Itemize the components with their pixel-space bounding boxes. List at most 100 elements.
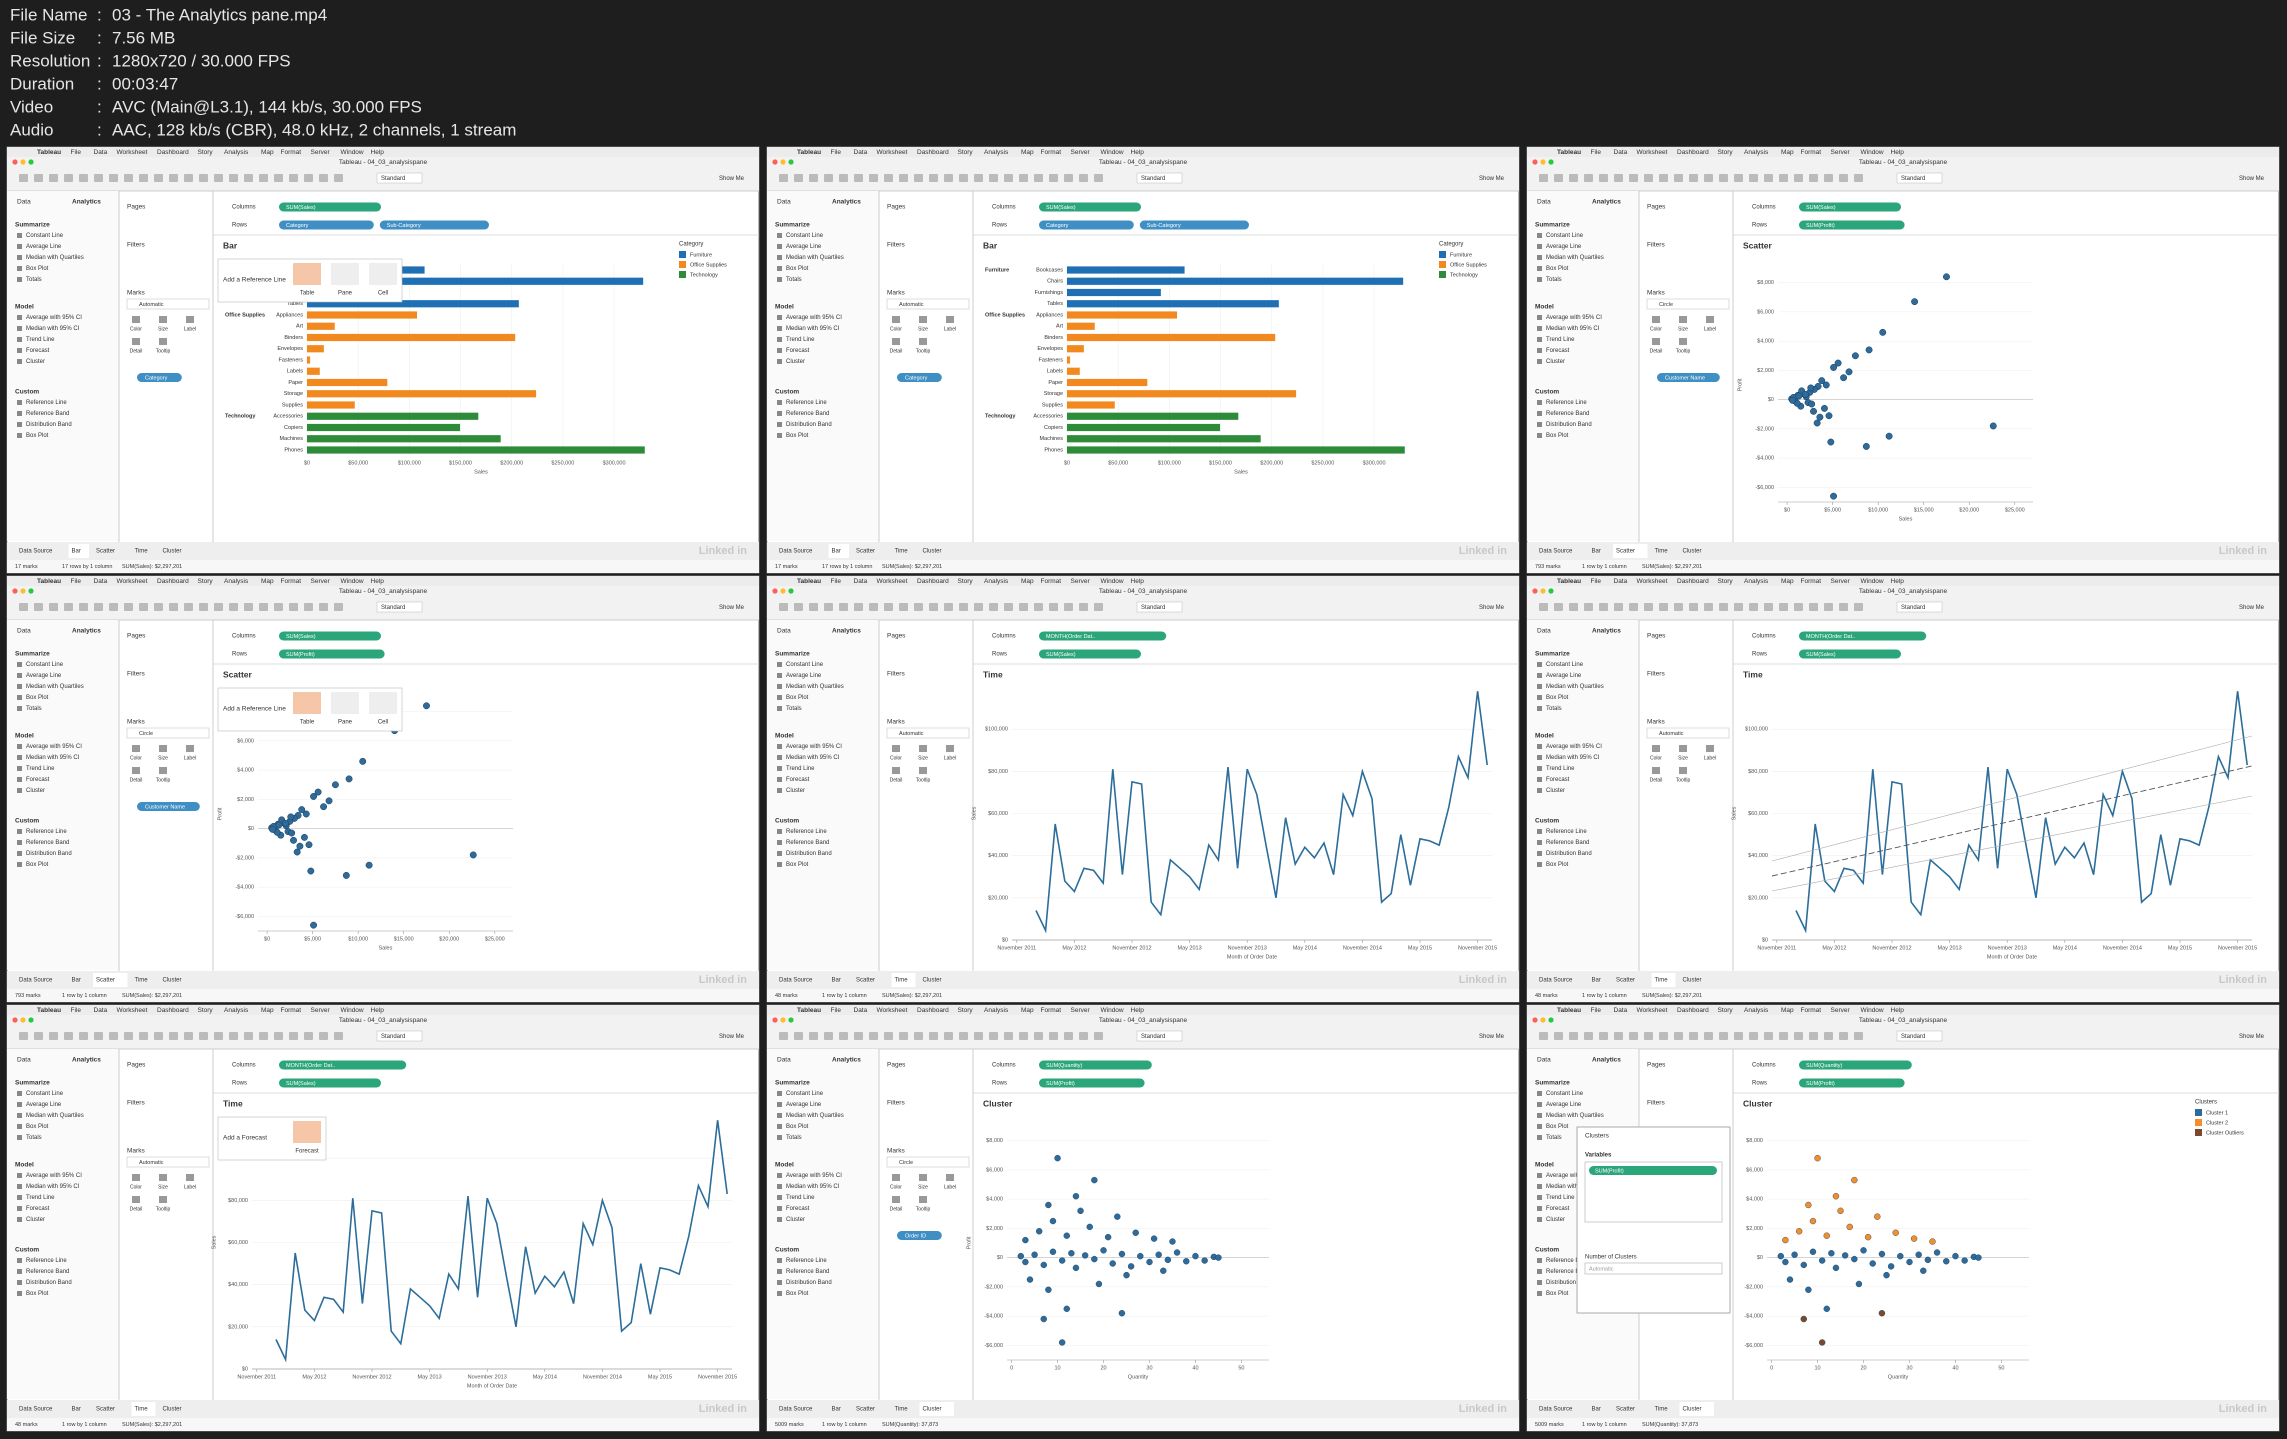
analytics-item[interactable]: Reference Line bbox=[26, 1258, 67, 1264]
sheet-tab[interactable]: Scatter bbox=[96, 1407, 115, 1413]
analytics-item[interactable]: Totals bbox=[26, 1135, 42, 1141]
analytics-item[interactable]: Forecast bbox=[786, 348, 810, 354]
analytics-item[interactable]: Box Plot bbox=[26, 266, 49, 272]
analytics-item[interactable]: Median with Quartiles bbox=[26, 255, 84, 261]
analytics-item[interactable]: Totals bbox=[26, 706, 42, 712]
analytics-item[interactable]: Average Line bbox=[26, 244, 62, 250]
analytics-item[interactable]: Forecast bbox=[786, 777, 810, 783]
analytics-item[interactable]: Forecast bbox=[26, 1206, 50, 1212]
analytics-item[interactable]: Box Plot bbox=[1546, 1124, 1569, 1130]
analytics-item[interactable]: Average with 95% CI bbox=[26, 744, 82, 750]
drop-option-label[interactable]: Table bbox=[300, 720, 315, 726]
analytics-item[interactable]: Median with 95% CI bbox=[26, 1184, 80, 1190]
analytics-item[interactable]: Median with 95% CI bbox=[786, 1184, 840, 1190]
analytics-item[interactable]: Median with 95% CI bbox=[786, 326, 840, 332]
analytics-item[interactable]: Distribution Band bbox=[1546, 851, 1592, 857]
sheet-tab[interactable]: Time bbox=[1655, 1407, 1669, 1413]
analytics-item[interactable]: Box Plot bbox=[1546, 266, 1569, 272]
sheet-tab[interactable]: Cluster bbox=[163, 978, 182, 984]
analytics-item[interactable]: Reference Band bbox=[26, 1269, 69, 1275]
drop-option-label[interactable]: Table bbox=[300, 291, 315, 297]
analytics-item[interactable]: Forecast bbox=[26, 777, 50, 783]
analytics-item[interactable]: Median with Quartiles bbox=[26, 684, 84, 690]
sheet-tab[interactable]: Scatter bbox=[856, 549, 875, 555]
sheet-tab[interactable]: Scatter bbox=[856, 1407, 875, 1413]
sheet-tab[interactable]: Bar bbox=[72, 549, 81, 555]
sheet-tab[interactable]: Scatter bbox=[856, 978, 875, 984]
analytics-item[interactable]: Distribution Band bbox=[26, 1280, 72, 1286]
analytics-item[interactable]: Reference Band bbox=[786, 840, 829, 846]
analytics-item[interactable]: Distribution Band bbox=[26, 422, 72, 428]
analytics-item[interactable]: Median with 95% CI bbox=[26, 755, 80, 761]
sheet-tab[interactable]: Bar bbox=[832, 549, 841, 555]
sheet-tab[interactable]: Cluster bbox=[923, 549, 942, 555]
analytics-item[interactable]: Reference Line bbox=[1546, 400, 1587, 406]
sheet-tab[interactable]: Data Source bbox=[779, 1407, 813, 1413]
analytics-item[interactable]: Cluster bbox=[1546, 1217, 1565, 1223]
analytics-item[interactable]: Trend Line bbox=[786, 1195, 815, 1201]
sheet-tab[interactable]: Time bbox=[135, 1407, 149, 1413]
analytics-item[interactable]: Box Plot bbox=[26, 433, 49, 439]
analytics-item[interactable]: Constant Line bbox=[1546, 662, 1584, 668]
drop-option-label[interactable]: Pane bbox=[338, 291, 353, 297]
analytics-item[interactable]: Median with Quartiles bbox=[786, 255, 844, 261]
sheet-tab[interactable]: Scatter bbox=[96, 549, 115, 555]
analytics-item[interactable]: Median with 95% CI bbox=[26, 326, 80, 332]
sheet-tab[interactable]: Cluster bbox=[923, 1407, 942, 1413]
analytics-item[interactable]: Totals bbox=[786, 706, 802, 712]
analytics-item[interactable]: Median with 95% CI bbox=[786, 755, 840, 761]
analytics-item[interactable]: Trend Line bbox=[786, 337, 815, 343]
analytics-item[interactable]: Trend Line bbox=[786, 766, 815, 772]
analytics-item[interactable]: Totals bbox=[1546, 1135, 1562, 1141]
analytics-item[interactable]: Average Line bbox=[26, 1102, 62, 1108]
analytics-item[interactable]: Cluster bbox=[786, 788, 805, 794]
analytics-item[interactable]: Distribution Band bbox=[26, 851, 72, 857]
analytics-item[interactable]: Cluster bbox=[26, 1217, 45, 1223]
analytics-item[interactable]: Box Plot bbox=[1546, 862, 1569, 868]
analytics-item[interactable]: Reference Band bbox=[1546, 1269, 1589, 1275]
sheet-tab[interactable]: Scatter bbox=[1616, 549, 1635, 555]
analytics-item[interactable]: Constant Line bbox=[26, 233, 64, 239]
sheet-tab[interactable]: Scatter bbox=[1616, 1407, 1635, 1413]
analytics-item[interactable]: Distribution Band bbox=[786, 851, 832, 857]
analytics-item[interactable]: Average with 95% CI bbox=[1546, 315, 1602, 321]
sheet-tab[interactable]: Cluster bbox=[1683, 549, 1702, 555]
analytics-item[interactable]: Box Plot bbox=[26, 695, 49, 701]
analytics-item[interactable]: Median with Quartiles bbox=[1546, 255, 1604, 261]
analytics-item[interactable]: Forecast bbox=[26, 348, 50, 354]
analytics-item[interactable]: Median with Quartiles bbox=[786, 1113, 844, 1119]
analytics-item[interactable]: Box Plot bbox=[26, 1124, 49, 1130]
analytics-item[interactable]: Box Plot bbox=[786, 266, 809, 272]
sheet-tab[interactable]: Time bbox=[1655, 549, 1669, 555]
analytics-item[interactable]: Trend Line bbox=[1546, 766, 1575, 772]
analytics-item[interactable]: Average Line bbox=[1546, 1102, 1582, 1108]
analytics-item[interactable]: Trend Line bbox=[26, 337, 55, 343]
analytics-item[interactable]: Average with 95% CI bbox=[1546, 744, 1602, 750]
analytics-item[interactable]: Average Line bbox=[1546, 673, 1582, 679]
analytics-item[interactable]: Median with 95% CI bbox=[1546, 1184, 1600, 1190]
analytics-item[interactable]: Cluster bbox=[1546, 359, 1565, 365]
sheet-tab[interactable]: Cluster bbox=[923, 978, 942, 984]
sheet-tab[interactable]: Cluster bbox=[1683, 978, 1702, 984]
analytics-item[interactable]: Box Plot bbox=[1546, 433, 1569, 439]
analytics-item[interactable]: Totals bbox=[786, 277, 802, 283]
analytics-item[interactable]: Reference Band bbox=[1546, 411, 1589, 417]
analytics-item[interactable]: Cluster bbox=[26, 788, 45, 794]
analytics-item[interactable]: Median with 95% CI bbox=[1546, 326, 1600, 332]
analytics-item[interactable]: Reference Line bbox=[1546, 1258, 1587, 1264]
analytics-item[interactable]: Totals bbox=[26, 277, 42, 283]
analytics-item[interactable]: Average Line bbox=[786, 244, 822, 250]
analytics-item[interactable]: Reference Band bbox=[1546, 840, 1589, 846]
analytics-item[interactable]: Average with 95% CI bbox=[786, 744, 842, 750]
analytics-item[interactable]: Totals bbox=[1546, 277, 1562, 283]
sheet-tab[interactable]: Bar bbox=[1592, 1407, 1601, 1413]
analytics-item[interactable]: Box Plot bbox=[786, 433, 809, 439]
analytics-item[interactable]: Constant Line bbox=[1546, 233, 1584, 239]
analytics-item[interactable]: Constant Line bbox=[786, 233, 824, 239]
analytics-item[interactable]: Cluster bbox=[786, 359, 805, 365]
analytics-item[interactable]: Median with Quartiles bbox=[1546, 684, 1604, 690]
sheet-tab[interactable]: Cluster bbox=[163, 1407, 182, 1413]
analytics-item[interactable]: Reference Line bbox=[786, 400, 827, 406]
drop-option-label[interactable]: Pane bbox=[338, 720, 353, 726]
sheet-tab[interactable]: Data Source bbox=[1539, 549, 1573, 555]
